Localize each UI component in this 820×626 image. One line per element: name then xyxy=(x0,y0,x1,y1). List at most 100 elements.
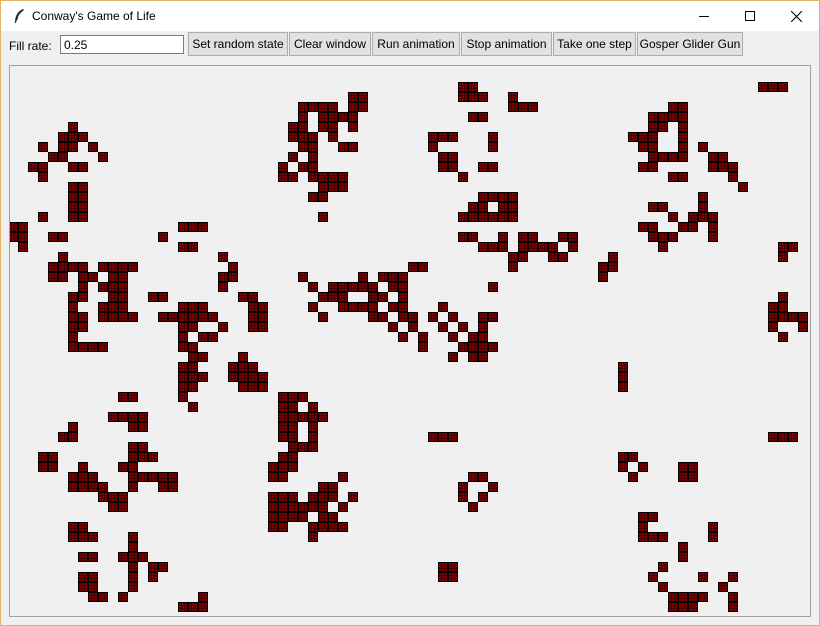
live-cell[interactable] xyxy=(518,242,528,252)
live-cell[interactable] xyxy=(398,292,408,302)
live-cell[interactable] xyxy=(348,492,358,502)
live-cell[interactable] xyxy=(678,602,688,612)
live-cell[interactable] xyxy=(208,312,218,322)
live-cell[interactable] xyxy=(698,572,708,582)
live-cell[interactable] xyxy=(448,332,458,342)
live-cell[interactable] xyxy=(68,432,78,442)
live-cell[interactable] xyxy=(408,312,418,322)
live-cell[interactable] xyxy=(78,192,88,202)
live-cell[interactable] xyxy=(38,162,48,172)
live-cell[interactable] xyxy=(148,292,158,302)
live-cell[interactable] xyxy=(778,432,788,442)
live-cell[interactable] xyxy=(248,322,258,332)
live-cell[interactable] xyxy=(308,522,318,532)
live-cell[interactable] xyxy=(658,232,668,242)
live-cell[interactable] xyxy=(518,102,528,112)
live-cell[interactable] xyxy=(78,342,88,352)
live-cell[interactable] xyxy=(308,502,318,512)
live-cell[interactable] xyxy=(68,142,78,152)
live-cell[interactable] xyxy=(58,132,68,142)
live-cell[interactable] xyxy=(48,462,58,472)
live-cell[interactable] xyxy=(68,342,78,352)
live-cell[interactable] xyxy=(468,332,478,342)
live-cell[interactable] xyxy=(458,212,468,222)
live-cell[interactable] xyxy=(528,102,538,112)
live-cell[interactable] xyxy=(638,132,648,142)
live-cell[interactable] xyxy=(328,182,338,192)
live-cell[interactable] xyxy=(478,162,488,172)
live-cell[interactable] xyxy=(328,172,338,182)
live-cell[interactable] xyxy=(618,452,628,462)
live-cell[interactable] xyxy=(68,322,78,332)
live-cell[interactable] xyxy=(688,472,698,482)
live-cell[interactable] xyxy=(308,432,318,442)
live-cell[interactable] xyxy=(378,292,388,302)
live-cell[interactable] xyxy=(38,212,48,222)
live-cell[interactable] xyxy=(438,322,448,332)
live-cell[interactable] xyxy=(318,172,328,182)
live-cell[interactable] xyxy=(338,182,348,192)
live-cell[interactable] xyxy=(348,122,358,132)
live-cell[interactable] xyxy=(78,262,88,272)
live-cell[interactable] xyxy=(68,202,78,212)
live-cell[interactable] xyxy=(398,332,408,342)
live-cell[interactable] xyxy=(348,112,358,122)
live-cell[interactable] xyxy=(478,92,488,102)
live-cell[interactable] xyxy=(648,222,658,232)
live-cell[interactable] xyxy=(278,422,288,432)
live-cell[interactable] xyxy=(308,402,318,412)
live-cell[interactable] xyxy=(118,492,128,502)
live-cell[interactable] xyxy=(288,492,298,502)
live-cell[interactable] xyxy=(488,142,498,152)
live-cell[interactable] xyxy=(518,232,528,242)
live-cell[interactable] xyxy=(188,302,198,312)
live-cell[interactable] xyxy=(68,122,78,132)
live-cell[interactable] xyxy=(158,562,168,572)
live-cell[interactable] xyxy=(78,482,88,492)
live-cell[interactable] xyxy=(488,312,498,322)
live-cell[interactable] xyxy=(418,342,428,352)
live-cell[interactable] xyxy=(298,122,308,132)
live-cell[interactable] xyxy=(118,552,128,562)
live-cell[interactable] xyxy=(528,242,538,252)
live-cell[interactable] xyxy=(788,432,798,442)
live-cell[interactable] xyxy=(78,552,88,562)
live-cell[interactable] xyxy=(98,312,108,322)
live-cell[interactable] xyxy=(768,302,778,312)
live-cell[interactable] xyxy=(68,522,78,532)
live-cell[interactable] xyxy=(618,362,628,372)
live-cell[interactable] xyxy=(568,242,578,252)
live-cell[interactable] xyxy=(668,112,678,122)
live-cell[interactable] xyxy=(388,282,398,292)
live-cell[interactable] xyxy=(728,162,738,172)
live-cell[interactable] xyxy=(788,242,798,252)
live-cell[interactable] xyxy=(248,292,258,302)
live-cell[interactable] xyxy=(68,302,78,312)
live-cell[interactable] xyxy=(98,342,108,352)
live-cell[interactable] xyxy=(718,582,728,592)
live-cell[interactable] xyxy=(128,422,138,432)
live-cell[interactable] xyxy=(508,262,518,272)
live-cell[interactable] xyxy=(468,232,478,242)
live-cell[interactable] xyxy=(658,582,668,592)
live-cell[interactable] xyxy=(138,442,148,452)
live-cell[interactable] xyxy=(598,272,608,282)
fill-rate-input[interactable] xyxy=(60,35,184,54)
live-cell[interactable] xyxy=(308,442,318,452)
live-cell[interactable] xyxy=(648,122,658,132)
live-cell[interactable] xyxy=(618,382,628,392)
live-cell[interactable] xyxy=(328,522,338,532)
live-cell[interactable] xyxy=(318,182,328,192)
live-cell[interactable] xyxy=(68,532,78,542)
live-cell[interactable] xyxy=(258,302,268,312)
live-cell[interactable] xyxy=(268,502,278,512)
live-cell[interactable] xyxy=(98,302,108,312)
maximize-button[interactable] xyxy=(727,1,773,31)
live-cell[interactable] xyxy=(98,492,108,502)
live-cell[interactable] xyxy=(178,302,188,312)
live-cell[interactable] xyxy=(638,142,648,152)
live-cell[interactable] xyxy=(598,262,608,272)
live-cell[interactable] xyxy=(668,152,678,162)
live-cell[interactable] xyxy=(48,272,58,282)
live-cell[interactable] xyxy=(728,602,738,612)
